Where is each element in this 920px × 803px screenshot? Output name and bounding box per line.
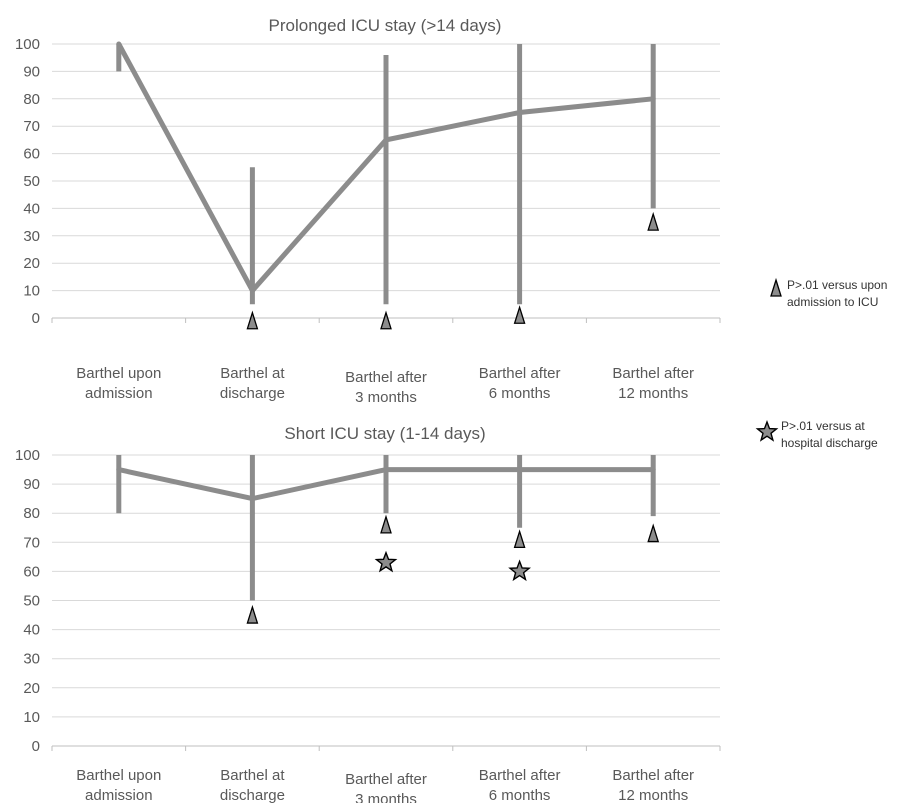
legend-item-triangle: P>.01 versus upon admission to ICU <box>770 277 887 309</box>
y-tick-label: 60 <box>23 563 40 580</box>
data-point <box>650 467 656 473</box>
data-point <box>517 110 523 115</box>
x-tick-label: Barthel after 3 months <box>345 369 427 406</box>
legend-label-triangle: P>.01 versus upon admission to ICU <box>787 278 887 309</box>
data-point <box>249 496 255 502</box>
x-tick-label: Barthel after 6 months <box>479 767 561 803</box>
significance-star-marker <box>508 559 531 582</box>
triangle-icon <box>770 277 782 297</box>
x-tick-label: Barthel upon admission <box>76 365 161 402</box>
data-point <box>116 41 122 47</box>
significance-triangle-marker <box>513 305 526 324</box>
star-icon <box>755 420 779 442</box>
significance-triangle-marker <box>647 211 660 231</box>
significance-triangle-marker <box>647 523 660 543</box>
y-tick-label: 60 <box>23 146 40 163</box>
y-tick-label: 80 <box>23 91 40 108</box>
data-point <box>650 96 656 102</box>
legend-item-star: P>.01 versus at hospital discharge <box>755 419 878 450</box>
x-tick-label: Barthel after 6 months <box>479 365 561 402</box>
x-tick-label: Barthel after 12 months <box>612 767 694 803</box>
x-tick-label: Barthel upon admission <box>76 767 161 803</box>
y-tick-label: 80 <box>23 505 40 522</box>
significance-triangle-marker <box>246 310 259 330</box>
data-point <box>249 288 255 294</box>
data-point <box>116 467 122 473</box>
chart-title: Short ICU stay (1-14 days) <box>284 424 485 443</box>
y-tick-label: 10 <box>23 283 40 300</box>
significance-star-marker <box>374 550 398 573</box>
significance-triangle-marker <box>380 310 392 330</box>
x-tick-label: Barthel after 3 months <box>345 771 427 803</box>
x-tick-label: Barthel at discharge <box>220 767 285 803</box>
y-tick-label: 90 <box>23 476 40 493</box>
y-tick-label: 50 <box>23 173 40 190</box>
y-tick-label: 70 <box>23 118 40 135</box>
significance-triangle-marker <box>246 604 259 624</box>
data-point <box>517 467 523 473</box>
y-tick-label: 10 <box>23 709 40 726</box>
data-point <box>383 467 389 473</box>
chart-short-icu: Short ICU stay (1-14 days) 0 10 20 30 40 50 60… <box>15 424 721 803</box>
chart-prolonged-icu: Prolonged ICU stay (>14 days) 0 10 20 30 40 5… <box>15 16 721 406</box>
y-tick-label: 40 <box>23 200 40 217</box>
y-tick-label: 100 <box>15 447 40 464</box>
y-tick-label: 20 <box>23 255 40 272</box>
legend-label-star: P>.01 versus at hospital discharge <box>781 419 878 450</box>
y-tick-label: 90 <box>23 63 40 80</box>
y-tick-label: 40 <box>23 622 40 639</box>
legend: P>.01 versus upon admission to ICU P>.01 … <box>755 277 887 450</box>
y-tick-label: 30 <box>23 228 40 245</box>
significance-triangle-marker <box>380 514 392 534</box>
y-tick-label: 30 <box>23 651 40 668</box>
x-tick-label: Barthel after 12 months <box>612 365 694 402</box>
y-tick-label: 0 <box>32 738 40 755</box>
y-tick-label: 50 <box>23 593 40 610</box>
x-tick-label: Barthel at discharge <box>220 365 285 402</box>
y-tick-label: 20 <box>23 680 40 697</box>
chart-title: Prolonged ICU stay (>14 days) <box>269 16 502 35</box>
y-tick-label: 70 <box>23 534 40 551</box>
significance-triangle-marker <box>513 529 526 549</box>
y-tick-label: 100 <box>15 36 40 53</box>
y-tick-label: 0 <box>32 310 40 327</box>
data-point <box>383 137 389 143</box>
